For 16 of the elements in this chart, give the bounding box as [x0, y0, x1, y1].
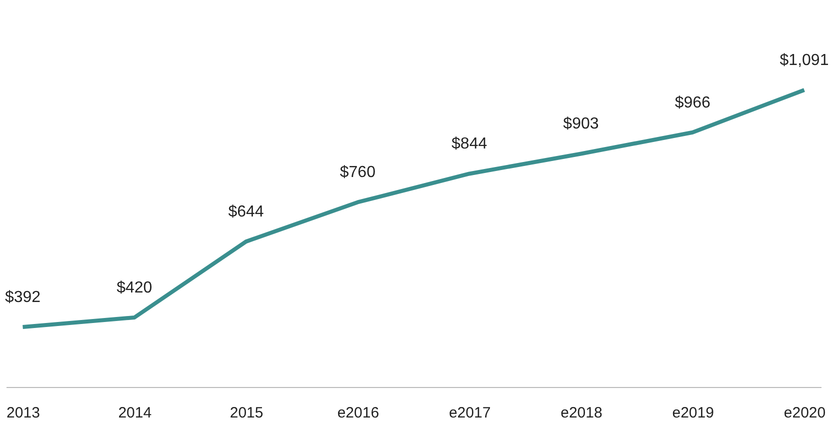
data-label: $966	[674, 94, 711, 112]
data-label: $844	[452, 136, 488, 153]
x-tick-label: e2016	[337, 404, 380, 422]
data-label: $1,091	[780, 52, 829, 69]
data-label: $392	[4, 289, 41, 306]
x-tick-label: 2013	[6, 404, 40, 422]
x-tick-label: 2014	[118, 404, 152, 422]
x-tick-label: e2019	[672, 404, 714, 422]
x-tick-label: 2015	[230, 404, 264, 422]
data-label: $760	[340, 164, 376, 182]
x-tick-label: e2017	[448, 404, 491, 422]
x-tick-label: e2018	[560, 404, 602, 422]
x-tick-label: e2020	[784, 404, 826, 422]
data-label: $644	[228, 204, 264, 221]
data-label: $420	[116, 280, 152, 297]
data-label: $903	[563, 116, 599, 133]
